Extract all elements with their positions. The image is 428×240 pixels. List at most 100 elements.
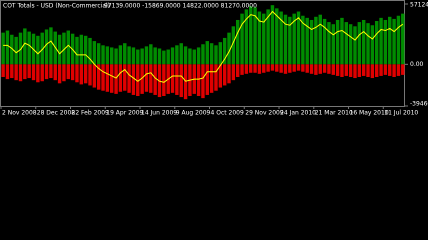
bar	[1, 64, 5, 77]
bar	[196, 64, 201, 97]
bar	[1, 32, 5, 65]
bar	[288, 16, 292, 65]
bar	[266, 9, 270, 65]
bar	[305, 17, 309, 65]
x-tick-label: 21 Mar 2010	[315, 110, 353, 117]
bar	[370, 25, 375, 65]
bar	[379, 17, 383, 65]
bar	[23, 64, 27, 80]
bar	[196, 47, 201, 65]
bar	[5, 30, 10, 65]
bar	[162, 64, 166, 97]
bar	[227, 64, 231, 84]
x-tick-label: 11 Jul 2010	[384, 110, 418, 117]
bar	[366, 64, 370, 77]
bar	[57, 64, 62, 84]
bar	[153, 64, 157, 95]
bar	[66, 64, 71, 80]
bar	[240, 13, 244, 65]
bar	[262, 64, 266, 73]
bar	[136, 49, 140, 65]
bar	[275, 8, 279, 65]
bar	[49, 27, 53, 65]
bar	[114, 64, 118, 94]
bar	[136, 64, 140, 97]
x-tick-label: 24 Jan 2010	[280, 110, 316, 117]
bar	[5, 64, 10, 80]
bar	[249, 6, 253, 65]
bar	[292, 13, 296, 65]
bar	[114, 48, 118, 65]
bar	[188, 48, 192, 65]
bar	[75, 64, 79, 83]
bar	[170, 64, 175, 93]
x-tick-label: 9 Aug 2009	[176, 110, 211, 117]
bar	[235, 19, 240, 65]
bar	[305, 64, 309, 73]
bar	[110, 64, 114, 93]
bar	[218, 64, 223, 88]
bar	[322, 64, 327, 73]
bar	[70, 64, 75, 81]
bar	[36, 35, 40, 65]
bar	[244, 64, 249, 74]
bar	[118, 45, 123, 65]
x-tick-label: 16 May 2010	[350, 110, 389, 117]
bar	[44, 29, 49, 65]
bar	[92, 64, 97, 88]
bar	[162, 50, 166, 65]
bar	[318, 14, 322, 65]
bar	[309, 19, 314, 65]
bar	[101, 45, 105, 65]
bar	[127, 64, 131, 93]
bar	[227, 32, 231, 65]
bar	[331, 64, 335, 75]
bar	[257, 11, 262, 65]
bar	[366, 23, 370, 65]
bar	[292, 64, 296, 72]
bar	[218, 42, 223, 65]
bar	[131, 64, 136, 95]
bar	[144, 46, 149, 65]
x-tick-label: 14 Jun 2009	[141, 110, 177, 117]
bar	[75, 36, 79, 65]
bar	[327, 22, 331, 65]
bar	[388, 64, 392, 76]
bar	[23, 28, 27, 65]
bar	[331, 24, 335, 65]
chart-subtitle: 97139.0000 -15869.0000 14822.0000 81270.…	[104, 3, 257, 10]
bar	[118, 64, 123, 92]
y-tick-label: 57124.6	[410, 2, 428, 9]
y-tick-label: -39466.6	[410, 101, 428, 108]
bar	[314, 16, 318, 65]
bar	[110, 47, 114, 65]
bar	[249, 64, 253, 73]
bar	[253, 7, 257, 65]
bar	[301, 64, 305, 72]
bar	[392, 18, 396, 65]
bar	[209, 43, 214, 65]
bar	[40, 64, 44, 82]
bar	[401, 13, 405, 65]
bar	[83, 64, 88, 84]
bar	[270, 64, 275, 71]
bar	[183, 64, 188, 100]
bar	[322, 18, 327, 65]
bar	[296, 64, 301, 71]
bar	[327, 64, 331, 74]
bar	[231, 64, 236, 81]
bar	[175, 45, 179, 65]
bar	[179, 43, 183, 65]
bar	[344, 64, 349, 76]
chart-title: COT Totals - USD (Non-Commercial)	[3, 3, 110, 10]
bar	[66, 30, 71, 65]
bar	[79, 34, 84, 65]
bar	[361, 64, 366, 76]
bar	[335, 64, 340, 76]
bar	[235, 64, 240, 77]
bar	[123, 64, 127, 91]
bar	[40, 32, 44, 65]
bar	[18, 64, 23, 82]
bar	[383, 19, 388, 65]
bar	[10, 34, 14, 65]
